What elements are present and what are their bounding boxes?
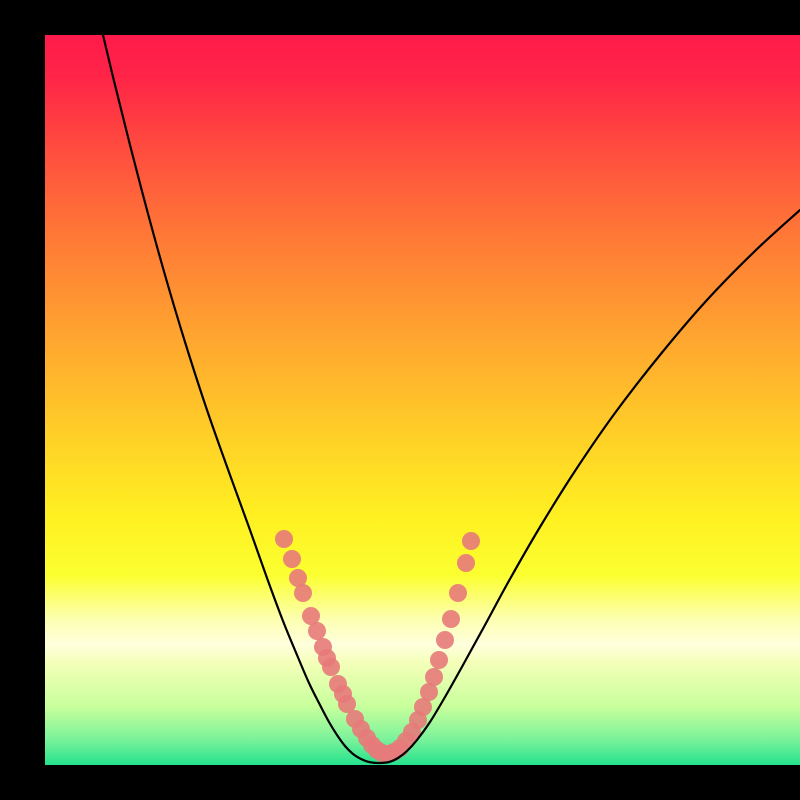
curve-marker — [322, 658, 340, 676]
frame-left — [0, 0, 45, 800]
curve-marker — [275, 530, 293, 548]
bottleneck-curve — [45, 35, 800, 765]
curve-marker — [283, 550, 301, 568]
curve-path — [103, 35, 800, 763]
curve-marker — [436, 631, 454, 649]
marker-group — [275, 530, 480, 763]
curve-marker — [457, 554, 475, 572]
curve-marker — [425, 668, 443, 686]
curve-marker — [308, 622, 326, 640]
curve-marker — [449, 584, 467, 602]
frame-bottom — [0, 765, 800, 800]
curve-marker — [430, 651, 448, 669]
chart-canvas: TheBottleneck.com — [0, 0, 800, 800]
curve-marker — [462, 532, 480, 550]
plot-area — [45, 35, 800, 765]
curve-marker — [294, 584, 312, 602]
curve-marker — [442, 610, 460, 628]
frame-top — [0, 0, 800, 35]
